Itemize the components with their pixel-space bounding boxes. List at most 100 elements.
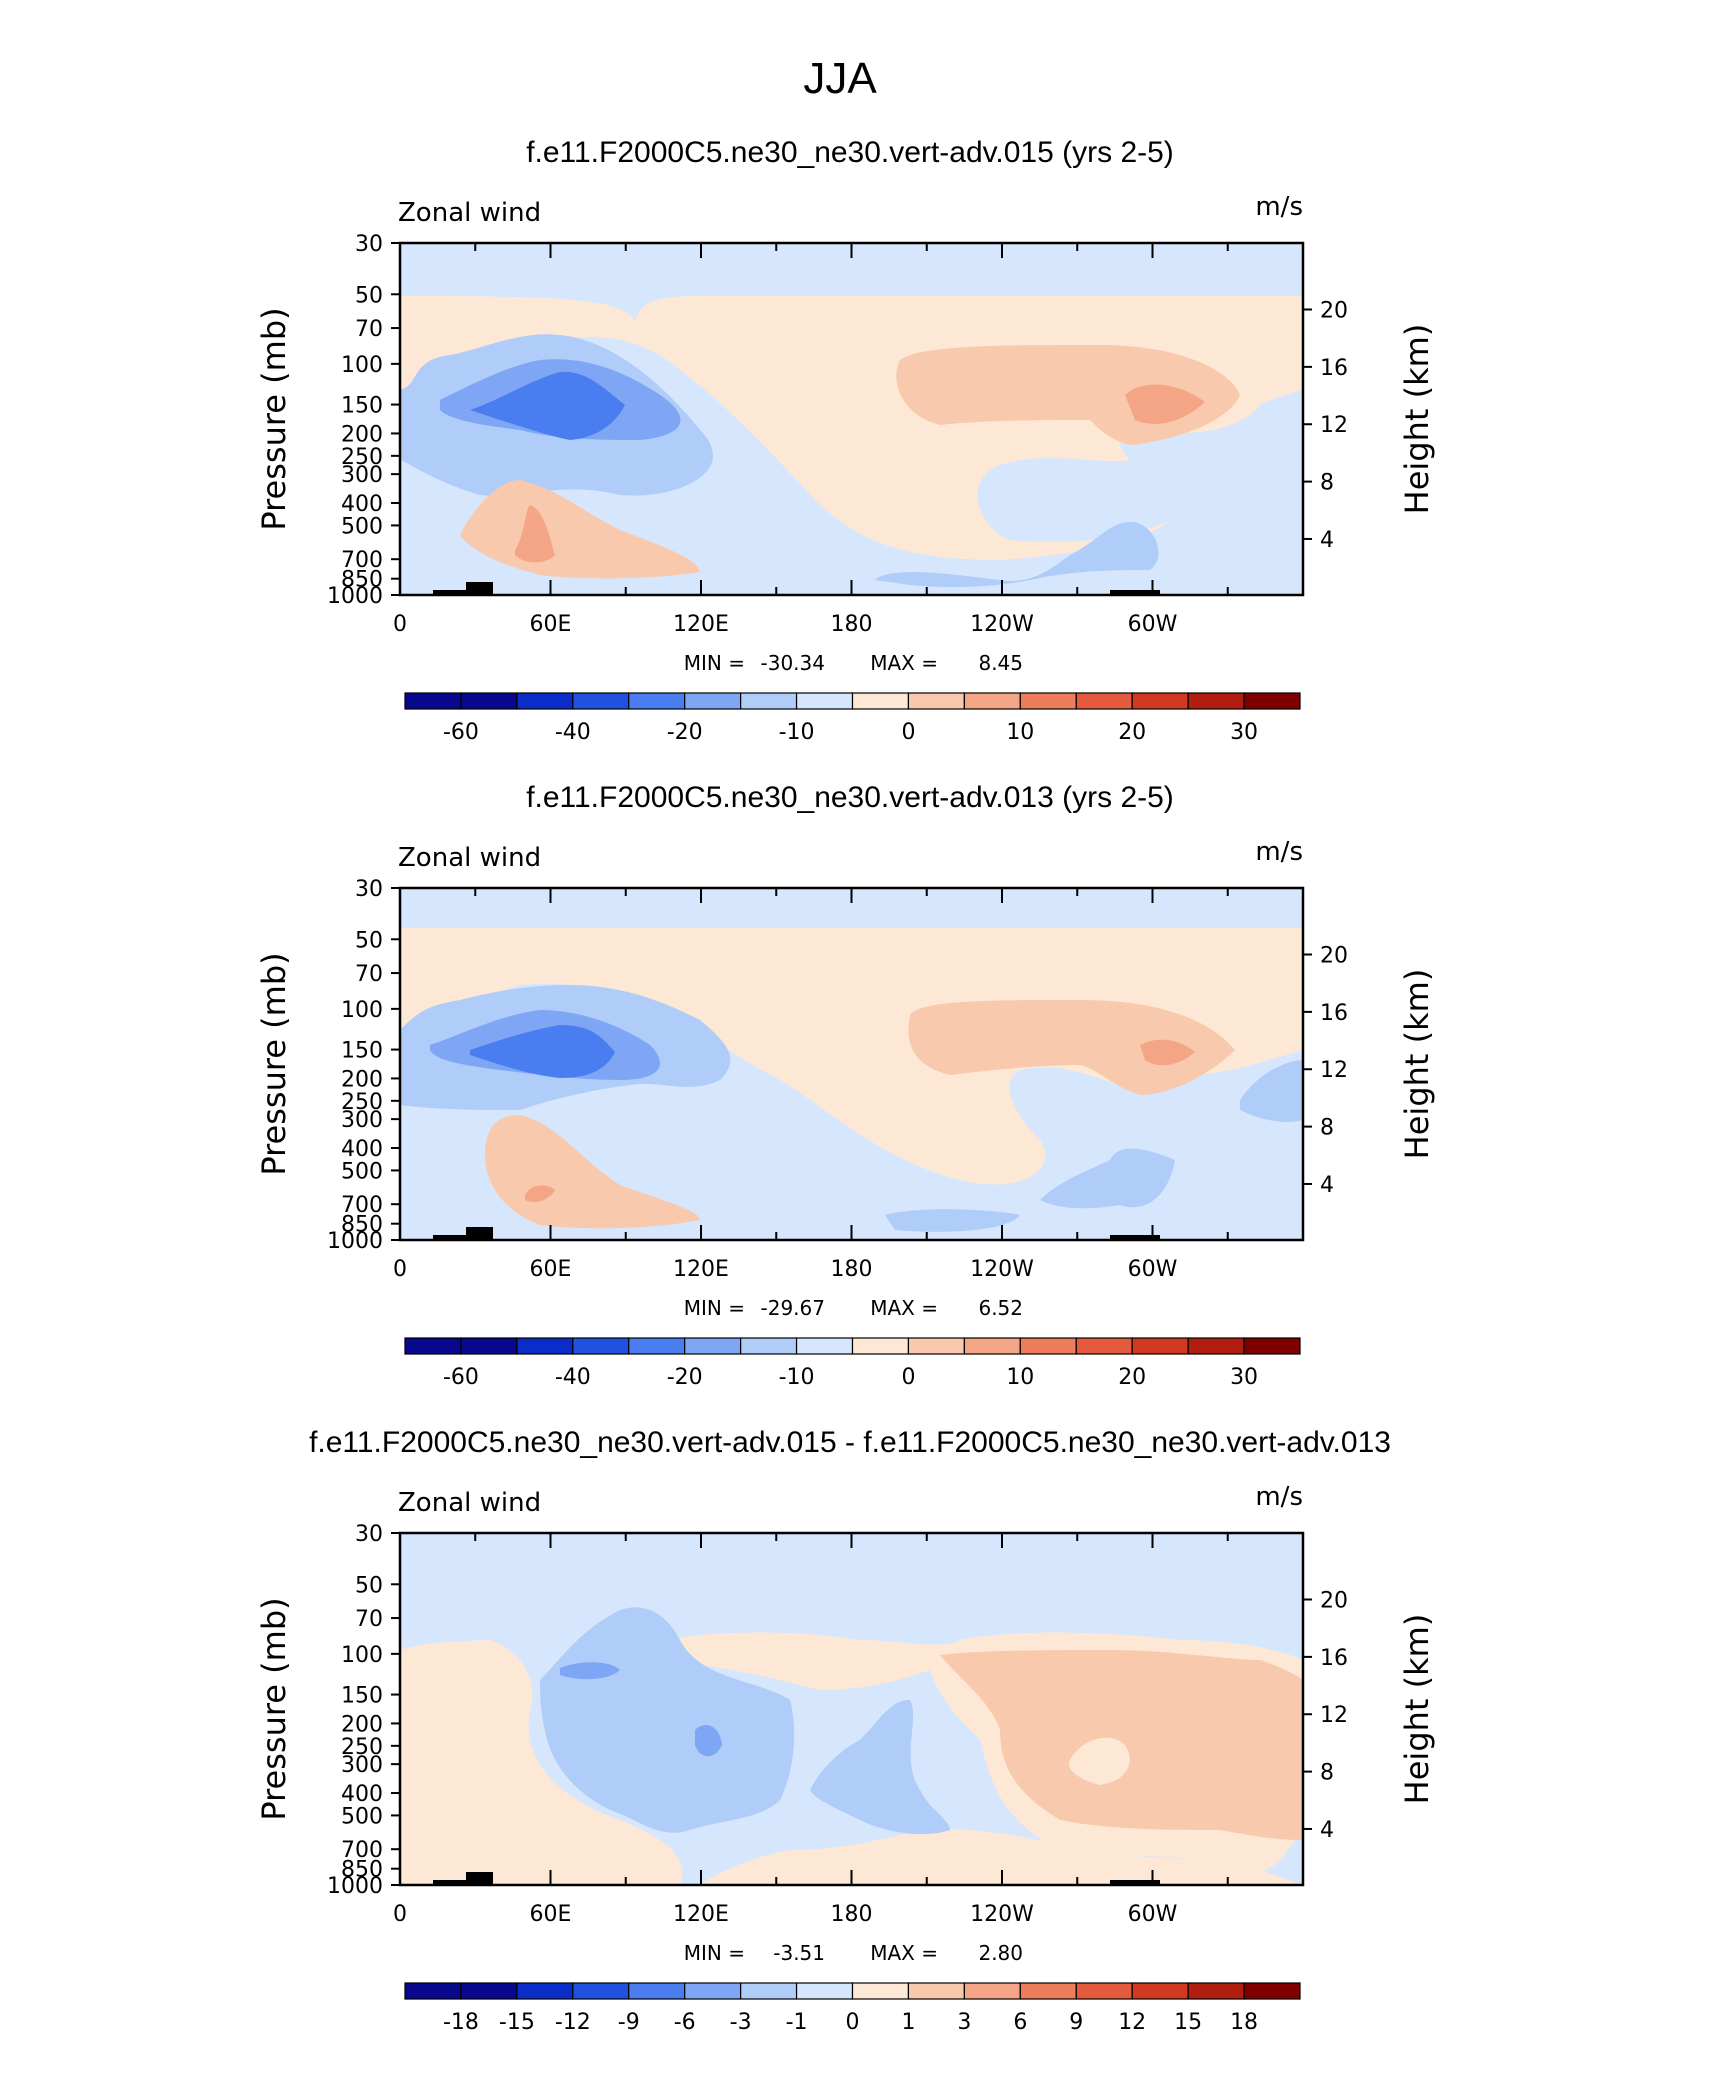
panel-units: m/s [1255, 837, 1303, 867]
panel-left-label: Zonal wind [398, 198, 541, 228]
colorbar-box [404, 692, 462, 710]
pressure-tick-label: 400 [341, 1137, 383, 1162]
lon-tick-label: 120E [673, 1902, 729, 1927]
pressure-tick-label: 850 [341, 1858, 383, 1883]
colorbar-box [795, 692, 854, 710]
pressure-tick-label: 850 [341, 1213, 383, 1238]
height-tick-label: 8 [1320, 471, 1334, 496]
pressure-tick-label: 500 [341, 1804, 383, 1829]
contour-fill-westerly-outer [908, 1000, 1235, 1095]
y-axis-label: Pressure (mb) [255, 1597, 293, 1820]
max-value: 2.80 [978, 1941, 1023, 1965]
colorbar-label: 15 [1174, 2010, 1202, 2035]
colorbar-label: 18 [1230, 2010, 1258, 2035]
panel-left-label: Zonal wind [398, 1488, 541, 1518]
colorbar-box [572, 692, 630, 710]
colorbar-label: -20 [667, 720, 703, 745]
colorbar-label: -15 [499, 2010, 535, 2035]
panel-1: f.e11.F2000C5.ne30_ne30.vert-adv.015 (yr… [255, 136, 1436, 745]
pressure-tick-label: 50 [355, 1573, 383, 1598]
contour-plot [400, 1533, 1303, 1885]
lon-tick-label: 0 [393, 612, 407, 637]
panel-units: m/s [1255, 192, 1303, 222]
colorbar-box [907, 1982, 965, 2000]
pressure-tick-label: 1000 [327, 1874, 383, 1899]
pressure-tick-label: 700 [341, 1838, 383, 1863]
contour-fill-positive-hole [1069, 1737, 1130, 1785]
height-tick-label: 16 [1320, 356, 1348, 381]
lon-tick-label: 180 [831, 612, 873, 637]
colorbar-box [1019, 1337, 1077, 1355]
height-tick-label: 12 [1320, 413, 1348, 438]
colorbar-box [516, 692, 574, 710]
colorbar-box [684, 1337, 742, 1355]
colorbar-box [404, 1337, 462, 1355]
pressure-tick-label: 700 [341, 548, 383, 573]
colorbar-box [1243, 692, 1301, 710]
colorbar-label: 20 [1118, 1365, 1146, 1390]
colorbar-box [684, 692, 742, 710]
height-tick-label: 4 [1320, 1173, 1334, 1198]
lon-tick-label: 60W [1128, 1902, 1178, 1927]
colorbar-box [1187, 1982, 1245, 2000]
lon-tick-label: 180 [831, 1257, 873, 1282]
pressure-tick-label: 30 [355, 1522, 383, 1547]
contour-fill-lower-core [525, 1185, 555, 1202]
topography [433, 1227, 493, 1240]
longitude-axis: 0 60E 120E 180 120W 60W [393, 888, 1229, 1282]
colorbar-box [1187, 692, 1245, 710]
lon-tick-label: 60W [1128, 1257, 1178, 1282]
colorbar-box [684, 1982, 742, 2000]
colorbar-label: -12 [555, 2010, 591, 2035]
colorbar-label: 0 [901, 1365, 915, 1390]
colorbar-label: 0 [901, 720, 915, 745]
colorbar-label: 20 [1118, 720, 1146, 745]
pressure-tick-label: 200 [341, 422, 383, 447]
panel-units: m/s [1255, 1482, 1303, 1512]
colorbar-box [628, 1982, 686, 2000]
colorbar-label: 30 [1230, 1365, 1258, 1390]
panel-left-label: Zonal wind [398, 843, 541, 873]
pressure-tick-label: 50 [355, 928, 383, 953]
colorbar-box [740, 1982, 798, 2000]
lon-tick-label: 120W [970, 1902, 1034, 1927]
contour-fill-westerly-core [1125, 384, 1205, 424]
longitude-axis: 0 60E 120E 180 120W 60W [393, 1533, 1229, 1927]
min-value: -30.34 [761, 651, 825, 675]
colorbar: -18 -15 -12 -9 -6 -3 -1 0 1 3 6 9 12 15 18 [404, 1982, 1301, 2035]
colorbar-box [1075, 692, 1133, 710]
colorbar-label: 3 [957, 2010, 971, 2035]
colorbar-label: -9 [618, 2010, 640, 2035]
colorbar-box [963, 692, 1021, 710]
contour-fill-near-surface [885, 1209, 1020, 1232]
colorbar-box [1019, 1982, 1077, 2000]
colorbar-label: 9 [1069, 2010, 1083, 2035]
height-tick-label: 4 [1320, 1818, 1334, 1843]
pressure-tick-label: 70 [355, 962, 383, 987]
colorbar-label: -60 [443, 720, 479, 745]
y2-axis-label: Height (km) [1398, 969, 1436, 1160]
max-label: MAX = [870, 1296, 938, 1320]
colorbar-box [851, 692, 910, 710]
contour-fill-stratosphere [400, 243, 1303, 322]
pressure-tick-label: 200 [341, 1712, 383, 1737]
pressure-tick-label: 500 [341, 1159, 383, 1184]
height-tick-label: 20 [1320, 1589, 1348, 1614]
pressure-tick-label: 300 [341, 1753, 383, 1778]
pressure-tick-label: 1000 [327, 584, 383, 609]
pressure-tick-label: 250 [341, 1735, 383, 1760]
longitude-axis: 0 60E 120E 180 120W 60W [393, 243, 1229, 637]
lon-tick-label: 180 [831, 1902, 873, 1927]
colorbar-label: -3 [730, 2010, 752, 2035]
lon-tick-label: 120W [970, 612, 1034, 637]
colorbar-label: 10 [1006, 720, 1034, 745]
colorbar-box [404, 1982, 462, 2000]
colorbar-box [572, 1337, 630, 1355]
lon-tick-label: 120E [673, 1257, 729, 1282]
colorbar-label: -1 [786, 2010, 808, 2035]
colorbar-box [1187, 1337, 1245, 1355]
pressure-tick-label: 100 [341, 353, 383, 378]
colorbar-box [516, 1337, 574, 1355]
